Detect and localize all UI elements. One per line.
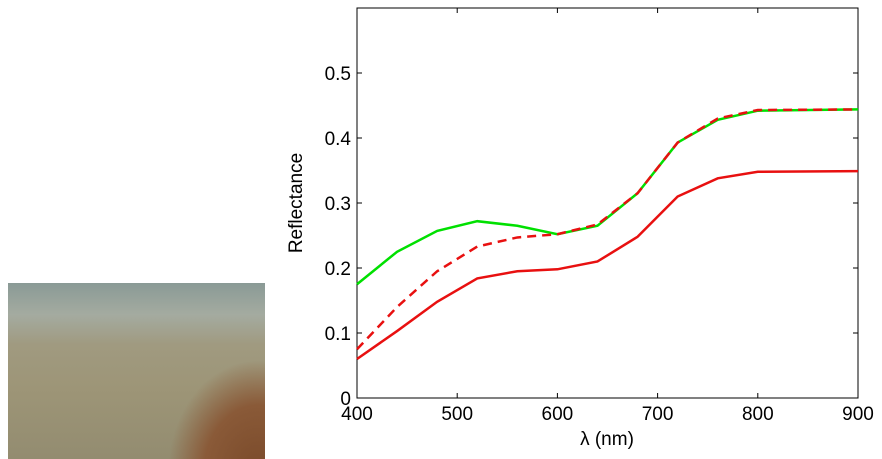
series-line: [356, 108, 859, 351]
x-axis-label: λ (nm): [580, 429, 634, 450]
y-tick-label: 0.5: [325, 64, 351, 85]
x-tick-label: 800: [742, 404, 774, 425]
series-line: [356, 108, 859, 286]
photo-patch: [8, 283, 265, 459]
x-tick-label: 900: [842, 404, 874, 425]
x-tick-label: 500: [441, 404, 473, 425]
y-tick-label: 0.1: [325, 324, 351, 345]
plot-frame: [356, 7, 859, 399]
series-line: [356, 169, 859, 361]
y-axis-label: Reflectance: [286, 153, 307, 253]
y-tick-label: 0: [340, 389, 351, 410]
x-tick-label: 400: [341, 404, 373, 425]
x-tick-label: 700: [642, 404, 674, 425]
y-tick-label: 0.2: [325, 259, 351, 280]
y-tick-label: 0.4: [325, 129, 352, 150]
y-tick-label: 0.3: [325, 194, 351, 215]
x-tick-label: 600: [542, 404, 574, 425]
